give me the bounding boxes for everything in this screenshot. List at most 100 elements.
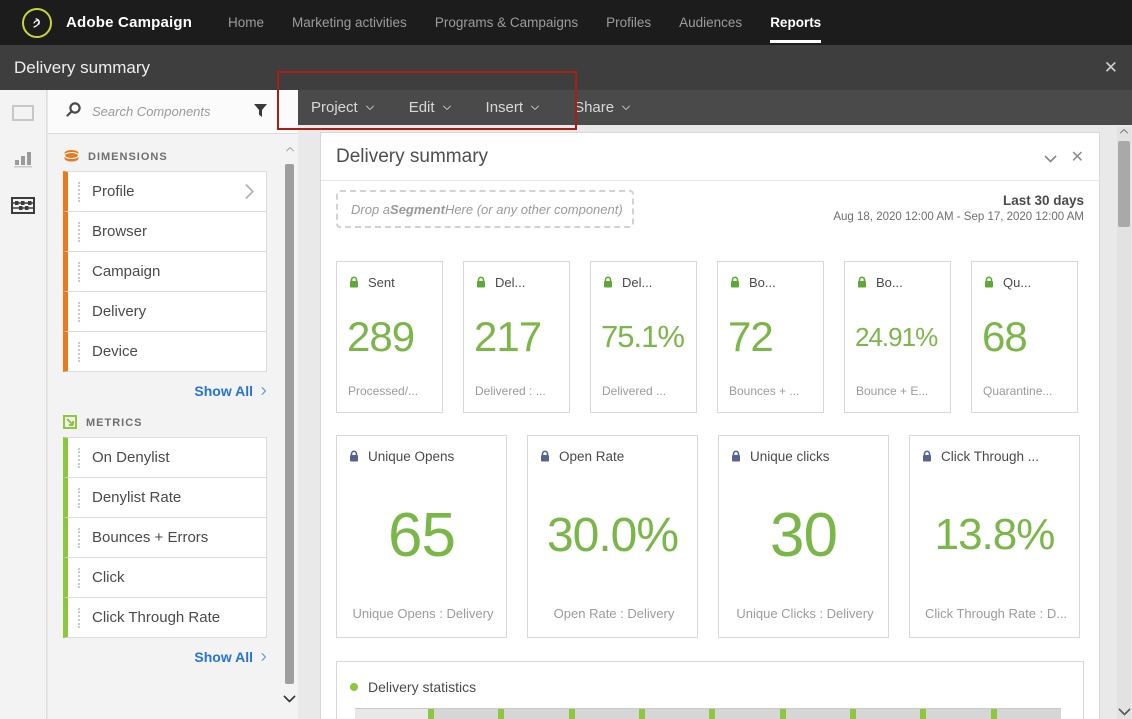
- nav-item-profiles[interactable]: Profiles: [606, 15, 652, 30]
- scroll-up-icon[interactable]: [283, 146, 296, 156]
- scrollbar-thumb[interactable]: [1118, 141, 1130, 227]
- kpi-value: 75.1%: [601, 319, 685, 354]
- menu-edit[interactable]: Edit: [409, 99, 451, 116]
- filter-funnel-icon[interactable]: [253, 103, 268, 123]
- menu-share[interactable]: Share: [574, 99, 631, 116]
- metric-item-click[interactable]: Click: [63, 557, 267, 598]
- kpi-value: 65: [388, 500, 456, 570]
- drag-handle-icon[interactable]: [78, 301, 80, 322]
- kpi-value: 72: [728, 313, 774, 360]
- main-scrollbar[interactable]: [1117, 127, 1131, 719]
- menu-project[interactable]: Project: [311, 99, 374, 116]
- chevron-down-icon: [530, 101, 540, 111]
- chevron-right-icon: [257, 386, 267, 396]
- nav-item-marketing-activities[interactable]: Marketing activities: [292, 15, 407, 30]
- report-toolbar: Project Edit Insert Share: [298, 90, 1132, 125]
- brand-name: Adobe Campaign: [66, 14, 193, 31]
- drag-handle-icon[interactable]: [78, 607, 80, 628]
- close-report-icon[interactable]: ✕: [1103, 57, 1118, 77]
- kpi-caption: Quarantine...: [983, 384, 1053, 398]
- report-title-bar: Delivery summary ✕: [0, 45, 1132, 90]
- kpi-value: 13.8%: [934, 510, 1056, 559]
- kpi-caption: Click Through Rate : D...: [924, 606, 1068, 621]
- nav-item-programs-campaigns[interactable]: Programs & Campaigns: [434, 15, 579, 30]
- dimension-item-profile[interactable]: Profile: [63, 171, 267, 212]
- kpi-card-delivered[interactable]: Del... 217 Delivered : ...: [463, 261, 570, 413]
- metric-item-on-denylist[interactable]: On Denylist: [63, 437, 267, 478]
- kpi-card-sent[interactable]: Sent 289 Processed/...: [336, 261, 443, 413]
- report-title-bar-label: Delivery summary: [14, 57, 151, 77]
- drag-handle-icon[interactable]: [78, 567, 80, 588]
- search-components-input[interactable]: [90, 103, 244, 120]
- metric-item-click-through-rate[interactable]: Click Through Rate: [63, 597, 267, 638]
- dimensions-show-all-link[interactable]: Show All: [63, 383, 267, 399]
- kpi-card-bounce-rate[interactable]: Bo... 24.91% Bounce + E...: [844, 261, 951, 413]
- kpi-value: 24.91%: [855, 321, 938, 352]
- drag-handle-icon[interactable]: [78, 447, 80, 468]
- kpi-card-click-through-rate[interactable]: Click Through ... 13.8% Click Through Ra…: [909, 435, 1080, 638]
- delivery-statistics-widget[interactable]: Delivery statistics: [336, 661, 1084, 719]
- kpi-card-bounces[interactable]: Bo... 72 Bounces + ...: [717, 261, 824, 413]
- drag-handle-icon[interactable]: [78, 527, 80, 548]
- window-panel-icon[interactable]: [11, 102, 35, 124]
- brand[interactable]: Adobe Campaign: [22, 7, 193, 38]
- bar-chart-panel-icon[interactable]: [11, 148, 35, 170]
- segment-drop-zone[interactable]: Drop a Segment Here (or any other compon…: [336, 190, 634, 228]
- nav-item-reports[interactable]: Reports: [770, 0, 822, 45]
- lock-icon: [350, 276, 358, 288]
- metrics-section-header: METRICS: [63, 415, 267, 430]
- chevron-down-icon: [365, 101, 374, 111]
- kpi-caption: Unique Clicks : Delivery: [736, 606, 874, 621]
- chevron-right-icon: [257, 652, 267, 662]
- metric-item-denylist-rate[interactable]: Denylist Rate: [63, 477, 267, 518]
- scroll-down-icon[interactable]: [1117, 703, 1131, 716]
- dimensions-heading: DIMENSIONS: [88, 150, 168, 163]
- kpi-value: 289: [347, 313, 415, 360]
- nav-item-home[interactable]: Home: [228, 15, 265, 30]
- kpi-card-quarantine[interactable]: Qu... 68 Quarantine...: [971, 261, 1078, 413]
- scrollbar-thumb[interactable]: [285, 164, 294, 684]
- drag-handle-icon[interactable]: [78, 181, 80, 202]
- lock-icon: [350, 450, 358, 462]
- components-abacus-icon[interactable]: [11, 194, 35, 216]
- dimension-item-device[interactable]: Device: [63, 331, 267, 372]
- top-nav: Adobe Campaign Home Marketing activities…: [0, 0, 1132, 45]
- expand-profile-chevron-icon[interactable]: [238, 183, 255, 200]
- nav-item-audiences[interactable]: Audiences: [679, 15, 743, 30]
- dimensions-stack-icon: [64, 150, 79, 162]
- period-label: Last 30 days: [1002, 193, 1084, 208]
- dimension-item-campaign[interactable]: Campaign: [63, 251, 267, 292]
- dimension-item-delivery[interactable]: Delivery: [63, 291, 267, 332]
- drag-handle-icon[interactable]: [78, 261, 80, 282]
- collapse-panel-icon[interactable]: [1043, 150, 1057, 163]
- kpi-value: 30: [770, 500, 838, 570]
- lock-icon: [858, 276, 866, 288]
- drag-handle-icon[interactable]: [78, 487, 80, 508]
- reporting-period[interactable]: Last 30 days Aug 18, 2020 12:00 AM - Sep…: [833, 190, 1084, 223]
- menu-insert[interactable]: Insert: [486, 99, 540, 116]
- kpi-value: 30.0%: [546, 508, 679, 562]
- delivery-summary-panel: Delivery summary ✕ Drop a Segment Here (…: [320, 132, 1100, 719]
- kpi-card-delivered-rate[interactable]: Del... 75.1% Delivered ...: [590, 261, 697, 413]
- metric-item-bounces-errors[interactable]: Bounces + Errors: [63, 517, 267, 558]
- close-panel-icon[interactable]: ✕: [1070, 148, 1084, 166]
- drag-handle-icon[interactable]: [78, 341, 80, 362]
- lock-icon: [731, 276, 739, 288]
- lock-icon: [923, 450, 931, 462]
- kpi-card-open-rate[interactable]: Open Rate 30.0% Open Rate : Delivery: [527, 435, 698, 638]
- lock-icon: [985, 276, 993, 288]
- kpi-card-unique-clicks[interactable]: Unique clicks 30 Unique Clicks : Deliver…: [718, 435, 889, 638]
- nav-items: Home Marketing activities Programs & Cam…: [228, 0, 822, 45]
- kpi-caption: Delivered ...: [602, 384, 667, 398]
- sidebar-scrollbar[interactable]: [283, 140, 296, 719]
- kpi-card-unique-opens[interactable]: Unique Opens 65 Unique Opens : Delivery: [336, 435, 507, 638]
- drag-handle-icon[interactable]: [78, 221, 80, 242]
- kpi-caption: Processed/...: [348, 384, 419, 398]
- panel-title: Delivery summary: [336, 145, 489, 167]
- scroll-up-icon[interactable]: [1117, 128, 1131, 138]
- kpi-value: 217: [474, 313, 542, 360]
- dimension-item-browser[interactable]: Browser: [63, 211, 267, 252]
- metrics-show-all-link[interactable]: Show All: [63, 649, 267, 665]
- scroll-down-icon[interactable]: [283, 690, 296, 703]
